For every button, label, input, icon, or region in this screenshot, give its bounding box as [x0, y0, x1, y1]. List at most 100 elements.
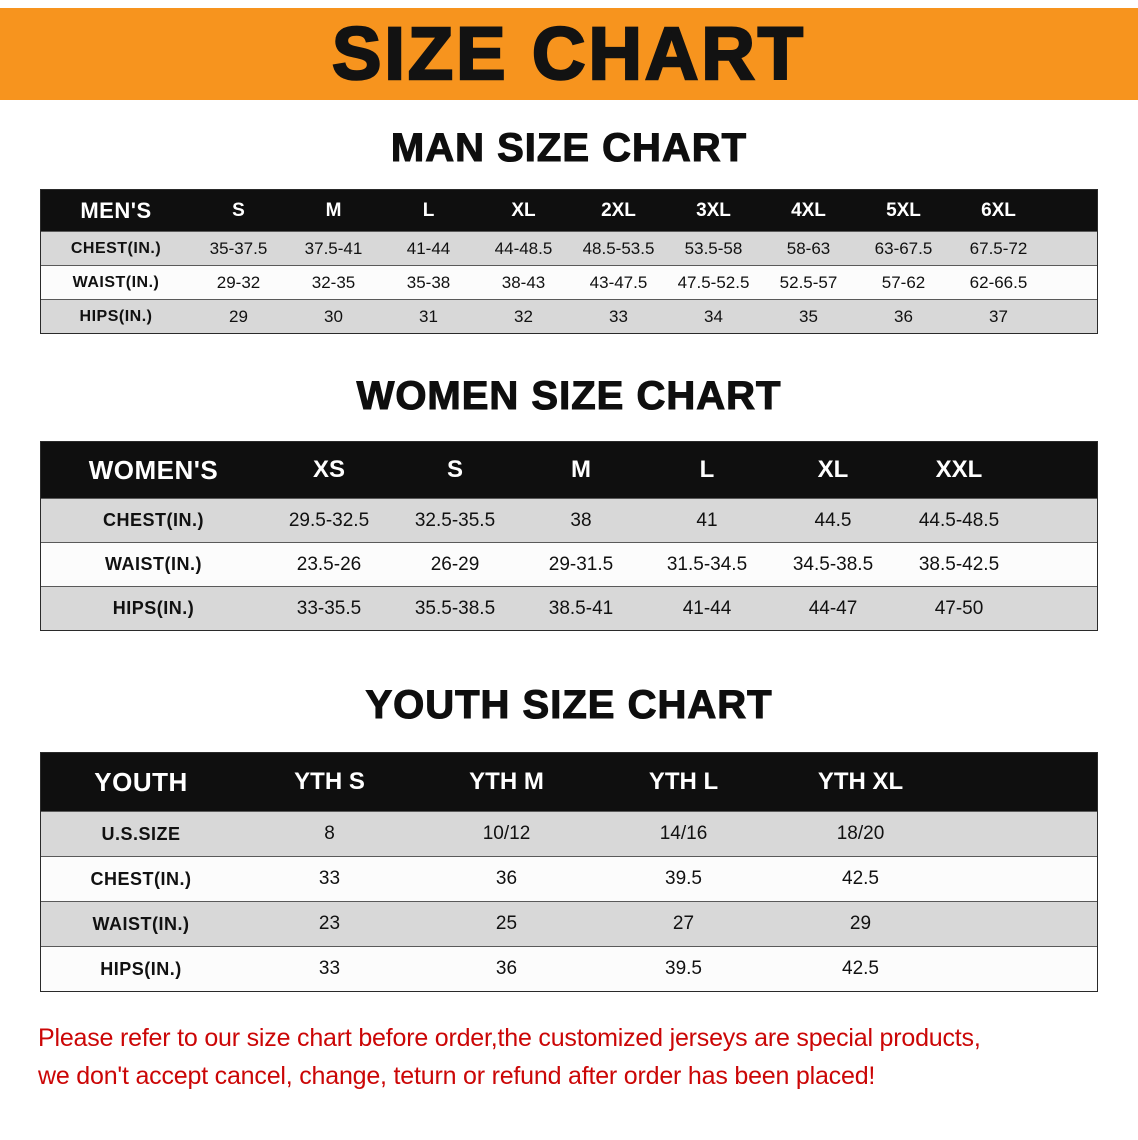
- value-cell: 47.5-52.5: [677, 272, 750, 292]
- men-section: MAN SIZE CHART MEN'S S M L XL 2XL 3XL 4XL 5XL 6XL…: [0, 125, 1138, 334]
- value-cell: 8: [324, 823, 335, 844]
- value-cell: 33: [318, 868, 341, 889]
- value-cell: 39.5: [665, 958, 702, 979]
- column-header-cell: XXL: [935, 456, 983, 483]
- value-cell: 62-66.5: [969, 272, 1028, 292]
- column-header-cell: 5XL: [886, 199, 921, 221]
- page-title: SIZE CHART: [331, 12, 806, 95]
- value-cell: 31: [419, 306, 438, 326]
- table-title-cell: WOMEN'S: [88, 454, 219, 485]
- youth-size-table: YOUTH YTH S YTH M YTH L YTH XL U.S.SIZE 8 10/12…: [40, 752, 1098, 992]
- value-cell: 38.5-42.5: [918, 553, 1000, 575]
- row-label-cell: HIPS(IN.): [79, 307, 153, 325]
- value-cell: 38.5-41: [548, 597, 614, 619]
- value-cell: 44.5: [814, 509, 852, 531]
- value-cell: 35-37.5: [209, 238, 268, 258]
- value-cell: 38-43: [501, 272, 546, 292]
- women-section-heading: WOMEN SIZE CHART: [356, 373, 782, 418]
- column-header-cell: YTH XL: [817, 768, 904, 795]
- table-header-row: MEN'S S M L XL 2XL 3XL 4XL 5XL 6XL: [41, 190, 1097, 231]
- value-cell: 36: [495, 868, 518, 889]
- row-label-cell: CHEST(IN.): [70, 239, 162, 257]
- table-row: CHEST(IN.) 29.5-32.5 32.5-35.5 38 41 44.5 44.5…: [41, 498, 1097, 542]
- disclaimer-line-1: Please refer to our size chart before or…: [38, 1024, 981, 1052]
- disclaimer-text: Please refer to our size chart before or…: [38, 1020, 1106, 1095]
- column-header-cell: S: [446, 456, 463, 483]
- value-cell: 41-44: [682, 597, 732, 619]
- value-cell: 42.5: [842, 958, 879, 979]
- value-cell: 23.5-26: [296, 553, 362, 575]
- table-row: U.S.SIZE 8 10/12 14/16 18/20: [41, 811, 1097, 856]
- column-header-cell: L: [699, 456, 715, 483]
- value-cell: 30: [324, 306, 343, 326]
- value-cell: 39.5: [665, 868, 702, 889]
- value-cell: 18/20: [836, 823, 885, 844]
- value-cell: 48.5-53.5: [582, 238, 655, 258]
- table-header-row: WOMEN'S XS S M L XL XXL: [41, 442, 1097, 498]
- table-title-cell: MEN'S: [80, 197, 152, 223]
- row-label-cell: WAIST(IN.): [72, 273, 160, 291]
- table-row: HIPS(IN.) 33-35.5 35.5-38.5 38.5-41 41-44 44-…: [41, 586, 1097, 630]
- value-cell: 29: [849, 913, 872, 934]
- value-cell: 38: [570, 509, 592, 531]
- value-cell: 58-63: [786, 238, 831, 258]
- value-cell: 32-35: [311, 272, 356, 292]
- value-cell: 34: [704, 306, 723, 326]
- value-cell: 41-44: [406, 238, 451, 258]
- table-row: HIPS(IN.) 29 30 31 32 33 34 35 36 37: [41, 299, 1097, 333]
- value-cell: 43-47.5: [589, 272, 648, 292]
- value-cell: 42.5: [842, 868, 879, 889]
- value-cell: 10/12: [482, 823, 531, 844]
- value-cell: 67.5-72: [969, 238, 1028, 258]
- column-header-cell: YTH S: [294, 768, 365, 795]
- column-header-cell: 3XL: [696, 199, 731, 221]
- women-section: WOMEN SIZE CHART WOMEN'S XS S M L XL XXL CHEST(…: [0, 373, 1138, 631]
- column-header-cell: XL: [817, 456, 849, 483]
- column-header-cell: M: [325, 199, 342, 221]
- youth-section-heading: YOUTH SIZE CHART: [365, 682, 773, 727]
- value-cell: 37.5-41: [304, 238, 363, 258]
- table-row: HIPS(IN.) 33 36 39.5 42.5: [41, 946, 1097, 991]
- column-header-cell: S: [232, 199, 245, 221]
- value-cell: 29-31.5: [548, 553, 614, 575]
- value-cell: 41: [696, 509, 718, 531]
- row-label-cell: WAIST(IN.): [105, 554, 202, 574]
- women-size-table: WOMEN'S XS S M L XL XXL CHEST(IN.) 29.5-32.5 32.5…: [40, 441, 1098, 631]
- men-size-table: MEN'S S M L XL 2XL 3XL 4XL 5XL 6XL CHEST(IN.) 35-37…: [40, 189, 1098, 334]
- table-row: WAIST(IN.) 29-32 32-35 35-38 38-43 43-47.5 47.…: [41, 265, 1097, 299]
- value-cell: 34.5-38.5: [792, 553, 874, 575]
- value-cell: 52.5-57: [779, 272, 838, 292]
- row-label-cell: WAIST(IN.): [92, 913, 190, 934]
- table-title-cell: YOUTH: [94, 766, 188, 797]
- value-cell: 36: [894, 306, 913, 326]
- value-cell: 47-50: [934, 597, 984, 619]
- value-cell: 25: [495, 913, 518, 934]
- value-cell: 29.5-32.5: [288, 509, 370, 531]
- value-cell: 44-48.5: [494, 238, 553, 258]
- value-cell: 44-47: [808, 597, 858, 619]
- column-header-cell: 2XL: [601, 199, 636, 221]
- value-cell: 35.5-38.5: [414, 597, 496, 619]
- value-cell: 31.5-34.5: [666, 553, 748, 575]
- value-cell: 63-67.5: [874, 238, 933, 258]
- column-header-cell: YTH L: [648, 768, 719, 795]
- column-header-cell: M: [571, 456, 591, 483]
- value-cell: 23: [318, 913, 341, 934]
- row-label-cell: U.S.SIZE: [101, 823, 181, 844]
- value-cell: 35: [799, 306, 818, 326]
- value-cell: 29-32: [216, 272, 261, 292]
- table-header-row: YOUTH YTH S YTH M YTH L YTH XL: [41, 753, 1097, 811]
- value-cell: 26-29: [430, 553, 480, 575]
- title-banner: SIZE CHART: [0, 8, 1138, 100]
- value-cell: 33: [609, 306, 628, 326]
- value-cell: 32: [514, 306, 533, 326]
- value-cell: 14/16: [659, 823, 708, 844]
- column-header-cell: 4XL: [791, 199, 826, 221]
- value-cell: 53.5-58: [684, 238, 743, 258]
- column-header-cell: XL: [511, 199, 536, 221]
- table-row: CHEST(IN.) 33 36 39.5 42.5: [41, 856, 1097, 901]
- table-row: WAIST(IN.) 23 25 27 29: [41, 901, 1097, 946]
- table-row: CHEST(IN.) 35-37.5 37.5-41 41-44 44-48.5 48.5…: [41, 231, 1097, 265]
- value-cell: 57-62: [881, 272, 926, 292]
- value-cell: 29: [229, 306, 248, 326]
